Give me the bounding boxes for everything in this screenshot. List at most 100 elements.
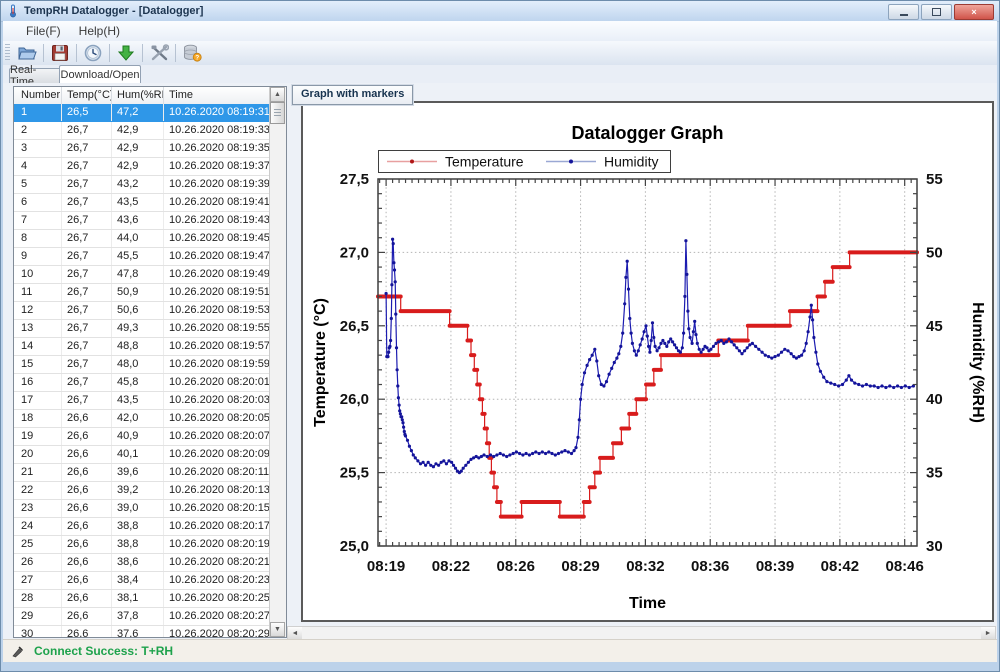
table-cell: 10.26.2020 08:19:49 xyxy=(169,268,270,280)
table-cell: 10.26.2020 08:19:41 xyxy=(169,196,270,208)
minimize-button[interactable] xyxy=(888,4,919,20)
close-button[interactable]: × xyxy=(954,4,994,20)
table-cell: 39,2 xyxy=(112,482,164,499)
open-folder-icon xyxy=(18,47,37,60)
table-row[interactable]: 15 26,7 48,0 10.26.2020 08:19:59 xyxy=(14,356,270,374)
table-cell: 2 xyxy=(14,122,62,139)
table-cell: 26,6 xyxy=(62,464,112,481)
table-cell: 10.26.2020 08:20:23 xyxy=(169,574,270,586)
table-cell: 10 xyxy=(14,266,62,283)
table-vertical-scrollbar[interactable]: ▲ ▼ xyxy=(269,87,286,637)
thumb-grip-icon xyxy=(274,109,281,117)
table-row[interactable]: 13 26,7 49,3 10.26.2020 08:19:55 xyxy=(14,320,270,338)
scroll-up-button[interactable]: ▲ xyxy=(270,87,285,102)
table-cell: 10.26.2020 08:20:09 xyxy=(169,448,270,460)
toolbar-clock-button[interactable] xyxy=(79,42,107,64)
table-cell: 42,0 xyxy=(112,410,164,427)
toolbar-settings-button[interactable] xyxy=(145,42,173,64)
toolbar-separator xyxy=(109,44,110,62)
table-cell: 48,0 xyxy=(112,356,164,373)
table-cell: 38,6 xyxy=(112,554,164,571)
table-row[interactable]: 10 26,7 47,8 10.26.2020 08:19:49 xyxy=(14,266,270,284)
datalogger-table: Number Temp(°C) Hum(%RH) Time 126,547,21… xyxy=(13,86,287,638)
menu-help[interactable]: Help(H) xyxy=(78,24,121,38)
column-header-hum[interactable]: Hum(%RH) xyxy=(112,87,164,104)
tab-real-time[interactable]: Real-Time xyxy=(9,64,61,88)
menu-file[interactable]: File(F) xyxy=(26,24,61,38)
svg-text:08:26: 08:26 xyxy=(497,558,535,575)
table-cell: 26,6 xyxy=(62,428,112,445)
toolbar-separator xyxy=(76,44,77,62)
table-row[interactable]: 23 26,6 39,0 10.26.2020 08:20:15 xyxy=(14,500,270,518)
scrollbar-thumb[interactable] xyxy=(270,102,285,124)
table-cell: 10.26.2020 08:20:27 xyxy=(169,610,270,622)
toolbar-separator xyxy=(175,44,176,62)
table-cell: 26,7 xyxy=(62,320,112,337)
table-row[interactable]: 14 26,7 48,8 10.26.2020 08:19:57 xyxy=(14,338,270,356)
graph-with-markers-button[interactable]: Graph with markers xyxy=(292,85,414,105)
table-cell: 37,6 xyxy=(112,626,164,637)
svg-text:Temperature: Temperature xyxy=(445,154,524,170)
table-row[interactable]: 21 26,6 39,6 10.26.2020 08:20:11 xyxy=(14,464,270,482)
table-row[interactable]: 27 26,6 38,4 10.26.2020 08:20:23 xyxy=(14,572,270,590)
table-row[interactable]: 28 26,6 38,1 10.26.2020 08:20:25 xyxy=(14,590,270,608)
table-row[interactable]: 4 26,7 42,9 10.26.2020 08:19:37 xyxy=(14,158,270,176)
table-row[interactable]: 8 26,7 44,0 10.26.2020 08:19:45 xyxy=(14,230,270,248)
table-row[interactable]: 18 26,6 42,0 10.26.2020 08:20:05 xyxy=(14,410,270,428)
table-row[interactable]: 26 26,6 38,6 10.26.2020 08:20:21 xyxy=(14,554,270,572)
table-row[interactable]: 6 26,7 43,5 10.26.2020 08:19:41 xyxy=(14,194,270,212)
table-cell: 17 xyxy=(14,392,62,409)
table-row[interactable]: 12 26,7 50,6 10.26.2020 08:19:53 xyxy=(14,302,270,320)
column-header-temp[interactable]: Temp(°C) xyxy=(62,87,112,104)
table-row[interactable]: 29 26,6 37,8 10.26.2020 08:20:27 xyxy=(14,608,270,626)
toolbar-download-button[interactable] xyxy=(112,42,140,64)
table-cell: 26,7 xyxy=(62,266,112,283)
table-cell: 39,0 xyxy=(112,500,164,517)
table-cell: 22 xyxy=(14,482,62,499)
tab-download-open[interactable]: Download/Open xyxy=(59,65,141,83)
svg-text:Datalogger Graph: Datalogger Graph xyxy=(571,123,723,143)
table-row[interactable]: 25 26,6 38,8 10.26.2020 08:20:19 xyxy=(14,536,270,554)
toolbar-device-info-button[interactable]: ? xyxy=(178,42,206,64)
table-row[interactable]: 24 26,6 38,8 10.26.2020 08:20:17 xyxy=(14,518,270,536)
table-row[interactable]: 19 26,6 40,9 10.26.2020 08:20:07 xyxy=(14,428,270,446)
graph-horizontal-scrollbar[interactable]: ◄ ► xyxy=(287,626,996,640)
table-cell: 10.26.2020 08:20:17 xyxy=(169,520,270,532)
restore-button[interactable] xyxy=(921,4,952,20)
table-cell: 28 xyxy=(14,590,62,607)
table-cell: 26,7 xyxy=(62,194,112,211)
table-row[interactable]: 30 26,6 37,6 10.26.2020 08:20:29 xyxy=(14,626,270,637)
table-row[interactable]: 2 26,7 42,9 10.26.2020 08:19:33 xyxy=(14,122,270,140)
table-row[interactable]: 16 26,7 45,8 10.26.2020 08:20:01 xyxy=(14,374,270,392)
table-row[interactable]: 17 26,7 43,5 10.26.2020 08:20:03 xyxy=(14,392,270,410)
table-row[interactable]: 1 26,5 47,2 10.26.2020 08:19:31 xyxy=(14,104,270,122)
svg-text:08:19: 08:19 xyxy=(367,558,405,575)
table-row[interactable]: 3 26,7 42,9 10.26.2020 08:19:35 xyxy=(14,140,270,158)
scroll-left-button[interactable]: ◄ xyxy=(288,627,302,639)
table-cell: 10.26.2020 08:19:35 xyxy=(169,142,270,154)
scroll-right-button[interactable]: ► xyxy=(981,627,995,639)
toolbar-save-button[interactable] xyxy=(46,42,74,64)
table-cell: 38,1 xyxy=(112,590,164,607)
table-cell: 26,7 xyxy=(62,356,112,373)
table-cell: 10.26.2020 08:20:13 xyxy=(169,484,270,496)
toolbar-open-button[interactable] xyxy=(13,42,41,64)
table-cell: 26,6 xyxy=(62,554,112,571)
table-row[interactable]: 7 26,7 43,6 10.26.2020 08:19:43 xyxy=(14,212,270,230)
column-header-time[interactable]: Time xyxy=(164,87,286,104)
svg-text:08:22: 08:22 xyxy=(432,558,470,575)
table-cell: 26,7 xyxy=(62,374,112,391)
table-row[interactable]: 9 26,7 45,5 10.26.2020 08:19:47 xyxy=(14,248,270,266)
table-row[interactable]: 11 26,7 50,9 10.26.2020 08:19:51 xyxy=(14,284,270,302)
toolbar-separator xyxy=(43,44,44,62)
table-row[interactable]: 20 26,6 40,1 10.26.2020 08:20:09 xyxy=(14,446,270,464)
table-cell: 40,9 xyxy=(112,428,164,445)
scroll-down-button[interactable]: ▼ xyxy=(270,622,285,637)
svg-text:08:29: 08:29 xyxy=(561,558,599,575)
save-floppy-icon xyxy=(52,45,68,61)
datalogger-chart: 08:19 08:22 08:26 08:29 08:32 08:36 08:39 08:42… xyxy=(312,123,986,612)
table-cell: 18 xyxy=(14,410,62,427)
column-header-number[interactable]: Number xyxy=(14,87,62,104)
table-row[interactable]: 22 26,6 39,2 10.26.2020 08:20:13 xyxy=(14,482,270,500)
table-row[interactable]: 5 26,7 43,2 10.26.2020 08:19:39 xyxy=(14,176,270,194)
